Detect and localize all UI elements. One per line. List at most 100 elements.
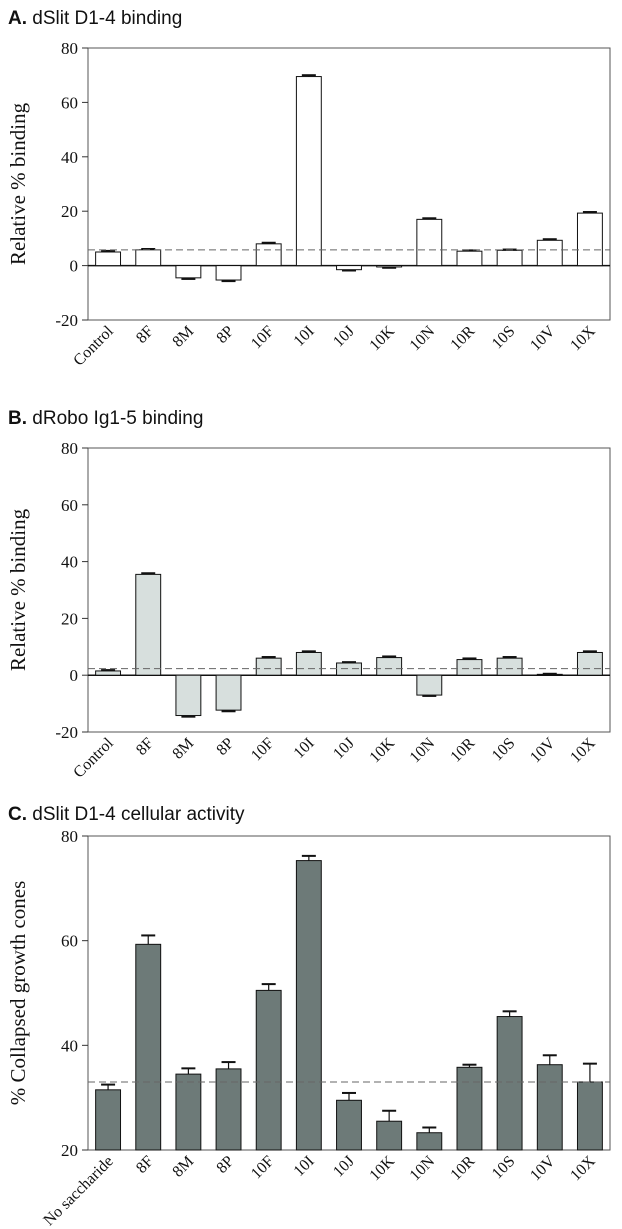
panel-b-xtick-label: 10V — [527, 734, 559, 766]
panel-b-title: B. dRobo Ig1-5 binding — [8, 408, 203, 430]
panel-b-letter: B. — [8, 408, 27, 429]
panel-a-bar — [456, 250, 483, 267]
panel-c-xtick-label: 10R — [447, 1153, 478, 1184]
panel-c-ytick-label: 40 — [61, 1036, 78, 1055]
panel-c-ytick-label: 80 — [61, 827, 78, 846]
panel-a-bar — [295, 76, 322, 267]
panel-c-title-text: dSlit D1-4 cellular activity — [32, 804, 245, 825]
panel-a-ytick-label: -20 — [55, 311, 78, 330]
panel-a-xtick-label: 8M — [169, 323, 197, 351]
panel-a-xtick-label: 10V — [527, 322, 559, 354]
panel-a-xtick-label: 8P — [213, 323, 237, 347]
panel-a-bar — [536, 239, 563, 267]
panel-b-bar — [376, 657, 403, 676]
panel-a-title: A. dSlit D1-4 binding — [8, 8, 182, 30]
panel-b-xtick-label: 10I — [291, 735, 318, 762]
panel-b-bar — [175, 674, 202, 717]
panel-c-bar — [496, 1016, 523, 1151]
panel-a-bar — [576, 212, 603, 267]
panel-c-bar — [135, 943, 162, 1151]
panel-a-y-axis-label: Relative % binding — [6, 102, 30, 265]
panel-c-xtick-label: 10N — [407, 1152, 439, 1184]
panel-c-xtick-label: 8P — [213, 1153, 237, 1177]
panel-c-xtick-label: No saccharide — [40, 1153, 116, 1229]
panel-b-bar — [295, 651, 322, 676]
panel-c-bar — [95, 1089, 122, 1151]
panel-b-ytick-label: 0 — [70, 666, 79, 685]
panel-a-ytick-label: 20 — [61, 202, 78, 221]
panel-c-letter: C. — [8, 804, 27, 825]
panel-c-bar — [456, 1066, 483, 1151]
panel-b-xtick-label: 10R — [447, 735, 478, 766]
panel-a-bar — [336, 265, 362, 271]
panel-b-y-axis-label: Relative % binding — [6, 508, 30, 671]
panel-b-title-text: dRobo Ig1-5 binding — [32, 408, 204, 429]
panel-a-bar — [95, 251, 122, 267]
panel-a-ytick-label: 60 — [61, 93, 78, 112]
panel-b-ytick-label: 80 — [61, 439, 78, 458]
panel-b-ytick-label: 40 — [61, 553, 78, 572]
panel-a-ytick-label: 80 — [61, 39, 78, 58]
panel-a-xtick-label: 10R — [447, 323, 478, 354]
panel-b-xtick-label: 10X — [567, 734, 599, 766]
panel-c-xtick-label: 10K — [366, 1152, 398, 1184]
panel-c-xtick-label: 10F — [248, 1153, 278, 1183]
panel-b-bar — [255, 657, 282, 676]
panel-b-xtick-label: 8F — [133, 735, 157, 759]
panel-c-bar — [336, 1099, 362, 1151]
panel-b-xtick-label: 10J — [330, 735, 358, 763]
panel-c-y-axis-label: % Collapsed growth cones — [6, 881, 30, 1106]
panel-a-plot-frame — [87, 47, 611, 321]
panel-c-ytick-label: 20 — [61, 1141, 78, 1160]
panel-c-bar — [215, 1068, 242, 1151]
panel-c-xtick-label: 10J — [330, 1153, 358, 1181]
panel-c-ytick-label: 60 — [61, 932, 78, 951]
panel-a-xtick-label: 10J — [330, 323, 358, 351]
panel-c-bar — [175, 1073, 202, 1151]
panel-a-bar — [255, 243, 282, 267]
panel-a-bar — [496, 249, 523, 267]
panel-b-bar — [576, 651, 603, 676]
panel-c-xtick-label: 10V — [527, 1152, 559, 1184]
panel-b-ytick-label: 60 — [61, 496, 78, 515]
panel-b-xtick-label: 10F — [248, 735, 278, 765]
panel-a-bar — [416, 218, 443, 267]
panel-a-xtick-label: 10S — [489, 323, 519, 353]
panel-c-bar — [576, 1081, 603, 1151]
panel-a-title-text: dSlit D1-4 binding — [32, 8, 183, 29]
panel-c-bar — [536, 1064, 563, 1151]
panel-a-letter: A. — [8, 8, 27, 29]
panel-b-xtick-label: 8M — [169, 735, 197, 763]
panel-a-xtick-label: 8F — [133, 323, 157, 347]
panel-b-bar — [496, 657, 523, 676]
panel-b-bar — [135, 573, 162, 676]
panel-c-xtick-label: 10X — [567, 1152, 599, 1184]
panel-b-bar — [215, 674, 242, 711]
panel-a-xtick-label: 10K — [366, 322, 398, 354]
panel-c-title: C. dSlit D1-4 cellular activity — [8, 804, 245, 826]
panel-b-xtick-label: 10S — [489, 735, 519, 765]
panel-a-bar — [376, 265, 403, 268]
panel-a-xtick-label: 10F — [248, 323, 278, 353]
panel-c-xtick-label: 10I — [291, 1153, 318, 1180]
panel-c-bar — [255, 989, 282, 1151]
panel-a-xtick-label: 10I — [291, 323, 318, 350]
panel-b-xtick-label: 10K — [366, 734, 398, 766]
panel-b-bar — [95, 670, 122, 676]
panel-a-xtick-label: 10N — [407, 322, 439, 354]
panel-a-ytick-label: 0 — [70, 257, 79, 276]
panel-c-bar — [376, 1120, 403, 1151]
panel-c-xtick-label: 10S — [489, 1153, 519, 1183]
panel-a-bar — [175, 265, 202, 279]
panel-c-xtick-label: 8F — [133, 1153, 157, 1177]
panel-b-ytick-label: -20 — [55, 723, 78, 742]
panel-a-ytick-label: 40 — [61, 148, 78, 167]
panel-b-bar — [416, 674, 443, 696]
panel-a-bar — [215, 265, 242, 281]
panel-c-xtick-label: 8M — [169, 1153, 197, 1181]
panel-b-ytick-label: 20 — [61, 609, 78, 628]
panel-b-xtick-label: 8P — [213, 735, 237, 759]
panel-c-bar — [416, 1132, 443, 1151]
